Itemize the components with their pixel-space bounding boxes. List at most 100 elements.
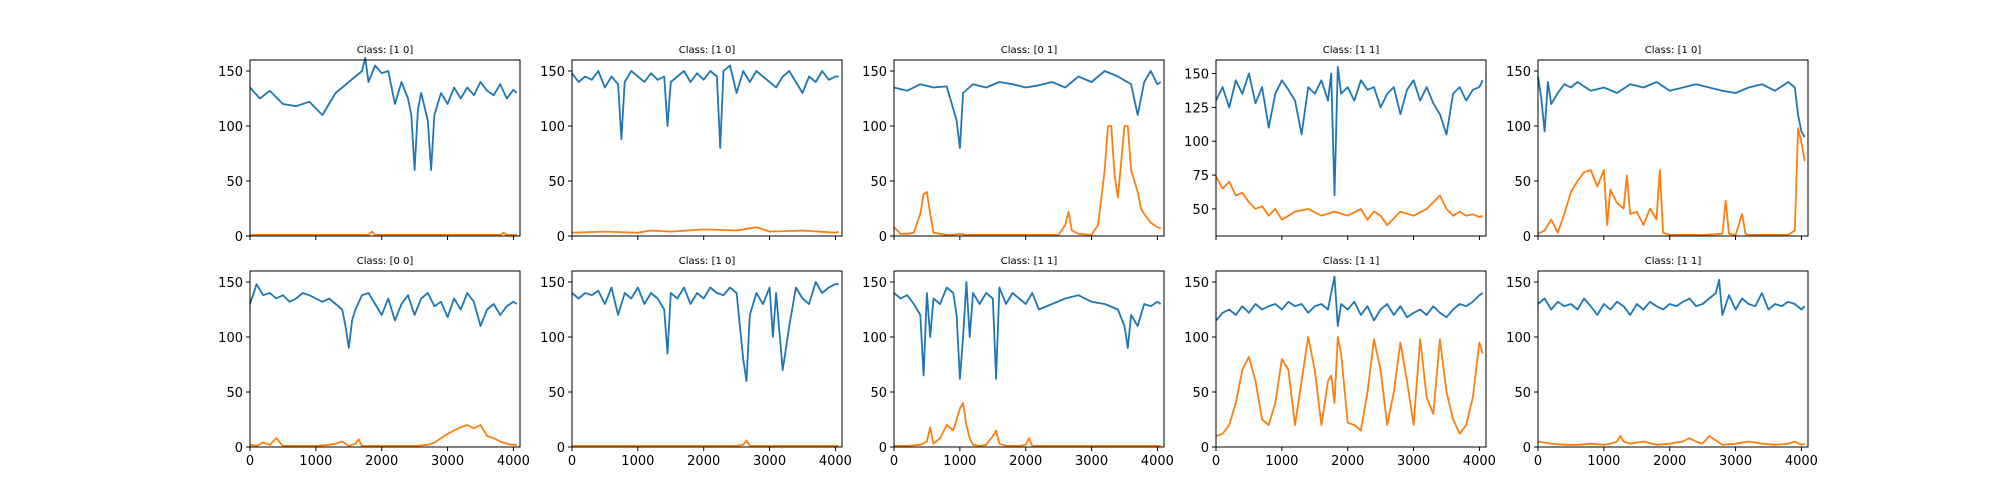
y-tick-label: 100 — [540, 331, 565, 346]
x-tick-label: 4000 — [1141, 454, 1174, 469]
x-tick-label: 2000 — [1009, 454, 1042, 469]
axes-frame — [893, 59, 1165, 237]
series-line-2 — [249, 424, 517, 447]
y-tick-label: 150 — [218, 65, 243, 80]
x-tick-label: 2000 — [1653, 454, 1686, 469]
y-tick-label: 100 — [1506, 120, 1531, 135]
x-tick-label: 4000 — [819, 454, 852, 469]
series-line-1 — [249, 56, 518, 171]
subplot-9: Class: [1 1] 0 50 100 150 0 1000 2000 3000 4000 — [1184, 256, 1496, 469]
x-tick-label: 4000 — [497, 454, 530, 469]
y-tick-label: 0 — [557, 441, 565, 456]
x-tick-label: 2000 — [1331, 454, 1364, 469]
y-tick-label: 150 — [1184, 276, 1209, 291]
axes-frame — [571, 59, 843, 237]
subplot-title: Class: [1 1] — [1001, 256, 1058, 267]
x-tick-label: 3000 — [1397, 454, 1430, 469]
y-tick-label: 50 — [226, 386, 243, 401]
subplot-title: Class: [1 0] — [679, 256, 736, 267]
y-tick-label: 150 — [1506, 65, 1531, 80]
series-line-2 — [1215, 175, 1484, 227]
y-tick-label: 100 — [1184, 135, 1209, 150]
series-line-1 — [571, 64, 839, 149]
subplot-title: Class: [0 1] — [1001, 45, 1058, 56]
subplot-grid: Class: [1 0] 0 50 100 150 Class: [1 0] 0 50 100 1… — [218, 45, 1818, 469]
series-line-2 — [572, 439, 839, 447]
series-line-1 — [1537, 278, 1806, 316]
series-line-1 — [571, 281, 839, 382]
series-line-2 — [1537, 127, 1806, 236]
y-tick-label: 75 — [1192, 169, 1209, 184]
subplot-title: Class: [1 0] — [357, 45, 414, 56]
series-line-1 — [249, 283, 518, 349]
y-tick-label: 150 — [540, 276, 565, 291]
x-tick-label: 1000 — [299, 454, 332, 469]
series-line-1 — [1537, 76, 1806, 138]
series-line-2 — [1537, 435, 1805, 446]
y-tick-label: 100 — [1506, 331, 1531, 346]
x-tick-label: 1000 — [1587, 454, 1620, 469]
series-line-2 — [894, 402, 1161, 447]
y-tick-label: 0 — [235, 441, 243, 456]
axes-frame — [893, 270, 1165, 448]
y-tick-label: 100 — [218, 331, 243, 346]
axes-frame — [1537, 59, 1809, 237]
y-tick-label: 125 — [1184, 101, 1209, 116]
x-tick-label: 1000 — [621, 454, 654, 469]
y-tick-label: 100 — [862, 120, 887, 135]
x-tick-label: 2000 — [365, 454, 398, 469]
y-tick-label: 100 — [1184, 331, 1209, 346]
subplot-1: Class: [1 0] 0 50 100 150 — [218, 45, 521, 245]
axes-frame — [249, 270, 521, 448]
y-tick-label: 50 — [1192, 386, 1209, 401]
x-tick-label: 3000 — [1719, 454, 1752, 469]
subplot-5: Class: [1 0] 0 50 100 150 — [1506, 45, 1809, 245]
y-tick-label: 50 — [226, 175, 243, 190]
y-tick-label: 50 — [548, 175, 565, 190]
y-tick-label: 150 — [540, 65, 565, 80]
y-tick-label: 50 — [1192, 203, 1209, 218]
series-line-1 — [1215, 275, 1484, 327]
y-tick-label: 150 — [1184, 68, 1209, 83]
y-tick-label: 0 — [879, 441, 887, 456]
x-tick-label: 0 — [568, 454, 576, 469]
subplot-title: Class: [1 0] — [1645, 45, 1702, 56]
x-tick-label: 3000 — [753, 454, 786, 469]
y-tick-label: 0 — [235, 230, 243, 245]
series-line-1 — [893, 70, 1162, 149]
axes-frame — [1215, 59, 1487, 237]
subplot-title: Class: [1 1] — [1323, 256, 1380, 267]
y-tick-label: 150 — [862, 276, 887, 291]
subplot-6: Class: [0 0] 0 50 100 150 0 1000 2000 3000 4000 — [218, 256, 530, 469]
series-line-2 — [571, 226, 839, 234]
y-tick-label: 50 — [870, 386, 887, 401]
y-tick-label: 50 — [870, 175, 887, 190]
y-tick-label: 50 — [548, 386, 565, 401]
series-line-2 — [250, 230, 517, 236]
subplot-title: Class: [0 0] — [357, 256, 414, 267]
axes-frame — [1215, 270, 1487, 448]
subplot-2: Class: [1 0] 0 50 100 150 — [540, 45, 843, 245]
x-tick-label: 0 — [246, 454, 254, 469]
x-tick-label: 3000 — [1075, 454, 1108, 469]
y-tick-label: 0 — [879, 230, 887, 245]
y-tick-label: 0 — [1523, 230, 1531, 245]
subplot-7: Class: [1 0] 0 50 100 150 0 1000 2000 3000 4000 — [540, 256, 852, 469]
series-line-2 — [1215, 336, 1484, 437]
y-tick-label: 50 — [1514, 175, 1531, 190]
x-tick-label: 2000 — [687, 454, 720, 469]
y-tick-label: 0 — [1201, 441, 1209, 456]
subplot-10: Class: [1 1] 0 50 100 150 0 1000 2000 3000 4000 — [1506, 256, 1818, 469]
x-tick-label: 3000 — [431, 454, 464, 469]
x-tick-label: 1000 — [943, 454, 976, 469]
x-tick-label: 0 — [890, 454, 898, 469]
axes-frame — [1537, 270, 1809, 448]
x-tick-label: 4000 — [1463, 454, 1496, 469]
axes-frame — [249, 59, 521, 237]
y-tick-label: 150 — [862, 65, 887, 80]
y-tick-label: 150 — [1506, 276, 1531, 291]
x-tick-label: 1000 — [1265, 454, 1298, 469]
series-line-1 — [893, 281, 1162, 380]
y-tick-label: 150 — [218, 276, 243, 291]
